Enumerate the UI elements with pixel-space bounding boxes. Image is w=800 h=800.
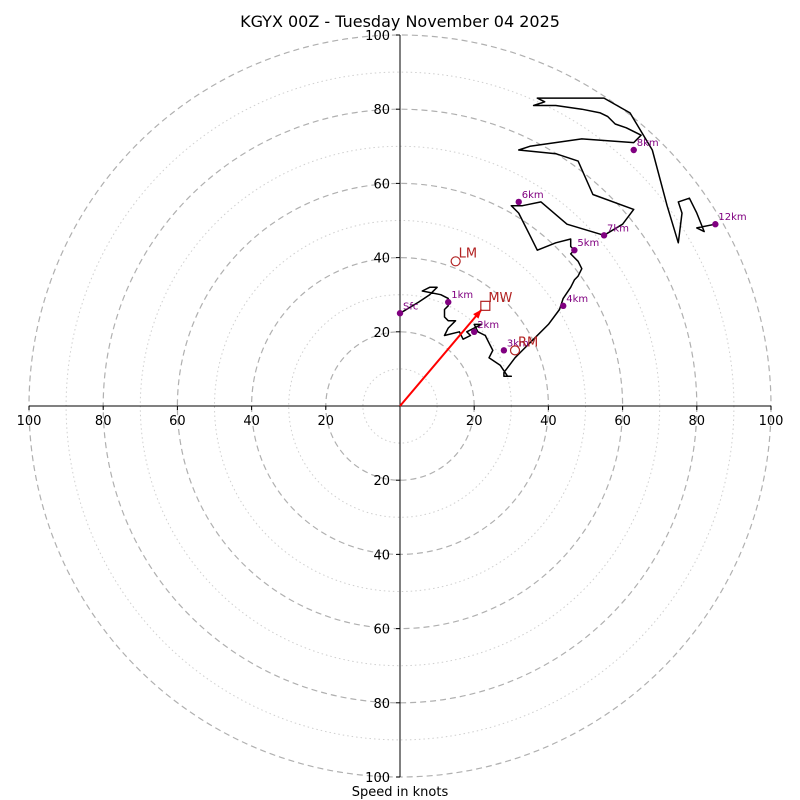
storm-motion-markers: LM MW RM	[450, 246, 538, 356]
hodograph-trace-line	[399, 97, 716, 378]
height-marker-point	[396, 310, 404, 317]
height-marker-label: 7km	[607, 223, 629, 234]
y-tick-label: 60	[373, 177, 390, 192]
x-axis-label: Speed in knots	[352, 785, 449, 800]
height-marker-point	[560, 302, 567, 310]
x-tick-label: 100	[17, 414, 42, 429]
height-marker-label: 8km	[637, 138, 659, 149]
height-marker-point	[500, 347, 508, 354]
height-marker-label: 12km	[718, 212, 746, 223]
y-tick-label: 80	[373, 697, 390, 712]
y-tick-label: 100	[365, 771, 390, 786]
height-marker-label: 6km	[522, 190, 544, 201]
storm-motion-label: MW	[488, 291, 512, 306]
y-tick-label: 20	[373, 326, 390, 341]
height-marker-point	[515, 198, 522, 206]
x-tick-label: 20	[466, 414, 483, 429]
storm-motion-label: LM	[459, 246, 477, 261]
height-marker-label: 5km	[577, 238, 599, 249]
storm-motion-marker	[480, 300, 491, 311]
height-marker-label: 1km	[451, 290, 473, 301]
x-tick-label: 40	[243, 414, 260, 429]
x-tick-label: 20	[318, 414, 335, 429]
x-tick-label: 100	[759, 414, 784, 429]
y-tick-label: 40	[373, 252, 390, 267]
height-marker-label: 3km	[507, 338, 529, 349]
x-tick-label: 60	[169, 414, 186, 429]
height-marker-point	[471, 328, 478, 335]
height-marker-point	[712, 221, 719, 228]
height-marker-label: Sfc	[403, 301, 418, 312]
y-tick-label: 100	[365, 29, 390, 44]
height-marker-point	[630, 146, 637, 154]
height-marker-label: 2km	[477, 320, 499, 331]
y-tick-label: 60	[373, 623, 390, 638]
hodograph-series	[399, 97, 716, 378]
tick-labels: 100 80 60 40 20 20 40 60 80 100 20 40 60 80 100 20 40 60 8…	[17, 29, 784, 786]
mean-wind-arrowhead	[473, 309, 482, 319]
y-tick-label: 40	[373, 548, 390, 563]
x-tick-label: 40	[540, 414, 557, 429]
storm-motion-label: RM	[518, 335, 538, 350]
chart-title: KGYX 00Z - Tuesday November 04 2025	[240, 12, 560, 31]
storm-motion-marker	[450, 256, 461, 267]
y-tick-label: 80	[373, 103, 390, 118]
height-marker-label: 4km	[566, 294, 588, 305]
storm-motion-marker	[509, 345, 521, 356]
mean-wind-vector	[399, 308, 483, 407]
height-marker-point	[445, 298, 452, 306]
height-markers: Sfc 1km 2km 3km 4km 5km 6km 7km 8km 12km	[396, 138, 747, 354]
height-marker-point	[571, 246, 578, 254]
x-tick-label: 80	[689, 414, 706, 429]
x-tick-label: 60	[614, 414, 631, 429]
y-tick-label: 20	[373, 474, 390, 489]
x-tick-label: 80	[95, 414, 112, 429]
mean-wind-vector-line	[399, 308, 483, 407]
height-marker-point	[600, 232, 608, 239]
